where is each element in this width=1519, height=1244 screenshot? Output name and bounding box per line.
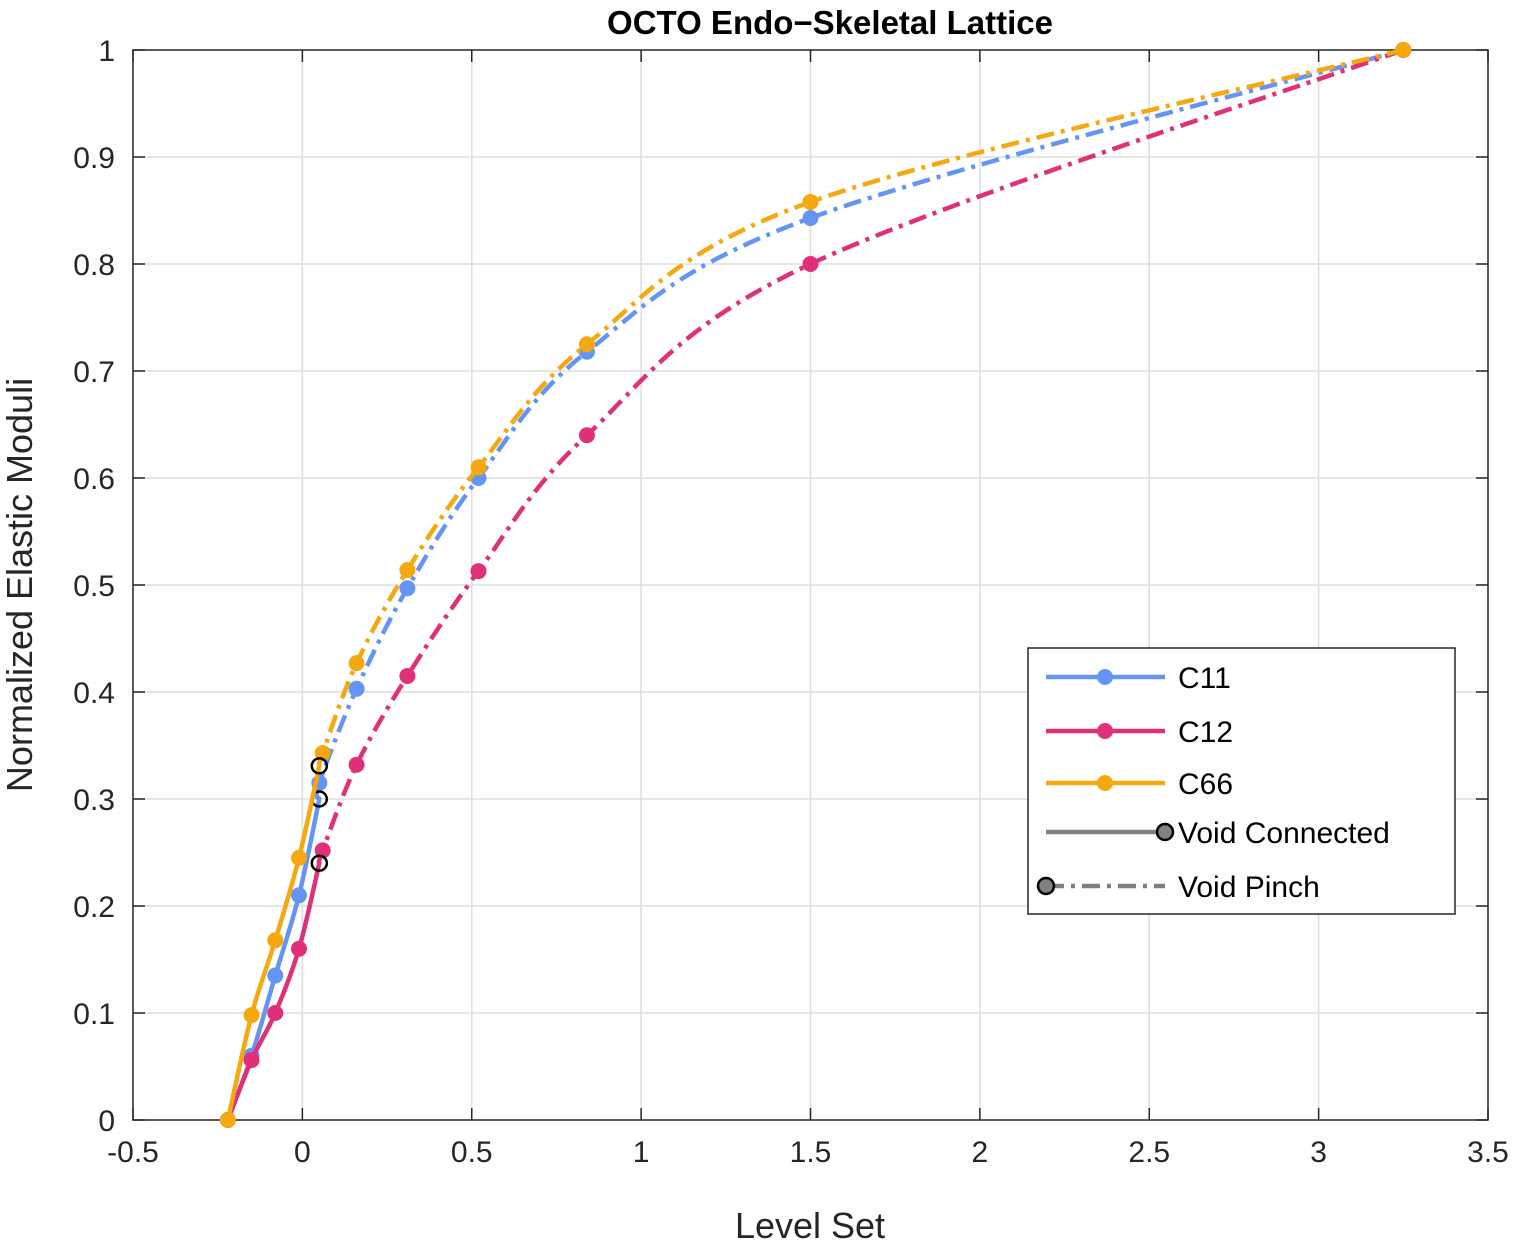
legend-entry: C66 bbox=[1046, 768, 1233, 801]
y-tick-label: 0 bbox=[98, 1105, 115, 1138]
y-tick-label: 0.9 bbox=[73, 142, 115, 175]
y-tick-label: 0.1 bbox=[73, 998, 115, 1031]
void-transition-marker bbox=[310, 757, 329, 775]
y-tick-label: 0.5 bbox=[73, 570, 115, 603]
data-point bbox=[399, 580, 416, 597]
series bbox=[219, 42, 1412, 1128]
y-tick-label: 1 bbox=[98, 35, 115, 68]
data-point bbox=[314, 744, 331, 761]
x-tick-label: 1 bbox=[633, 1136, 650, 1169]
data-point bbox=[399, 667, 416, 684]
data-point bbox=[219, 1112, 236, 1128]
legend-entry: C12 bbox=[1046, 716, 1233, 749]
data-point bbox=[399, 562, 416, 579]
legend-marker bbox=[1097, 669, 1113, 685]
y-axis-title: Normalized Elastic Moduli bbox=[0, 378, 40, 792]
legend-marker bbox=[1036, 876, 1056, 896]
data-point bbox=[267, 932, 284, 949]
y-tick-label: 0.2 bbox=[73, 891, 115, 924]
x-tick-label: 2.5 bbox=[1128, 1136, 1170, 1169]
data-point bbox=[290, 887, 307, 904]
legend-label: Void Connected bbox=[1178, 817, 1390, 850]
x-tick-label: 0.5 bbox=[451, 1136, 493, 1169]
data-point bbox=[802, 256, 819, 272]
series-line-pinch bbox=[314, 47, 1404, 801]
axis-ticks: -0.5 0 0.5 1 1.5 2 2.5 3 3.500.10.20.30.40.50.60… bbox=[73, 35, 1509, 1169]
data-point bbox=[290, 849, 307, 866]
x-tick-label: -0.5 bbox=[107, 1136, 159, 1169]
x-axis-title: Level Set bbox=[735, 1205, 885, 1244]
y-tick-label: 0.4 bbox=[73, 677, 115, 710]
data-point bbox=[314, 842, 331, 859]
legend-marker bbox=[1155, 822, 1175, 842]
data-point bbox=[1395, 42, 1412, 58]
data-point bbox=[348, 680, 365, 697]
y-tick-label: 0.7 bbox=[73, 356, 115, 389]
series-line-pinch bbox=[316, 47, 1404, 768]
data-point bbox=[802, 193, 819, 210]
y-tick-label: 0.8 bbox=[73, 249, 115, 282]
data-point bbox=[578, 427, 595, 444]
legend: C11 C12 C66 Void Connected Void Pinch bbox=[1027, 647, 1456, 915]
y-tick-label: 0.3 bbox=[73, 784, 115, 817]
legend-label: C12 bbox=[1178, 716, 1233, 749]
y-tick-label: 0.6 bbox=[73, 463, 115, 496]
data-point bbox=[267, 1005, 284, 1021]
data-point bbox=[348, 756, 365, 773]
series-line-pinch bbox=[316, 47, 1405, 865]
series-line-connected bbox=[225, 862, 322, 1121]
series-c66 bbox=[219, 42, 1412, 1128]
data-point bbox=[470, 563, 487, 580]
legend-label: C66 bbox=[1178, 768, 1233, 801]
legend-label: C11 bbox=[1178, 662, 1231, 695]
x-tick-label: 1.5 bbox=[790, 1136, 832, 1169]
data-point bbox=[578, 336, 595, 353]
data-point bbox=[348, 655, 365, 672]
data-point bbox=[290, 940, 307, 957]
series-line-connected bbox=[225, 798, 322, 1121]
legend-entry: C11 bbox=[1046, 662, 1231, 695]
data-point bbox=[802, 209, 819, 226]
x-tick-label: 0 bbox=[294, 1136, 311, 1169]
legend-label: Void Pinch bbox=[1178, 871, 1320, 904]
legend-marker bbox=[1097, 775, 1113, 791]
legend-entry: Void Pinch bbox=[1036, 871, 1320, 904]
data-point bbox=[243, 1007, 260, 1024]
void-transition-marker bbox=[310, 854, 329, 872]
data-point bbox=[470, 459, 487, 476]
data-point bbox=[243, 1052, 260, 1069]
x-tick-label: 2 bbox=[972, 1136, 989, 1169]
series-c12 bbox=[219, 42, 1412, 1128]
x-tick-label: 3.5 bbox=[1467, 1136, 1509, 1169]
legend-marker bbox=[1097, 723, 1113, 739]
data-point bbox=[267, 967, 284, 984]
x-tick-label: 3 bbox=[1310, 1136, 1327, 1169]
legend-entry: Void Connected bbox=[1046, 817, 1390, 850]
chart-title: OCTO Endo−Skeletal Lattice bbox=[607, 4, 1053, 41]
